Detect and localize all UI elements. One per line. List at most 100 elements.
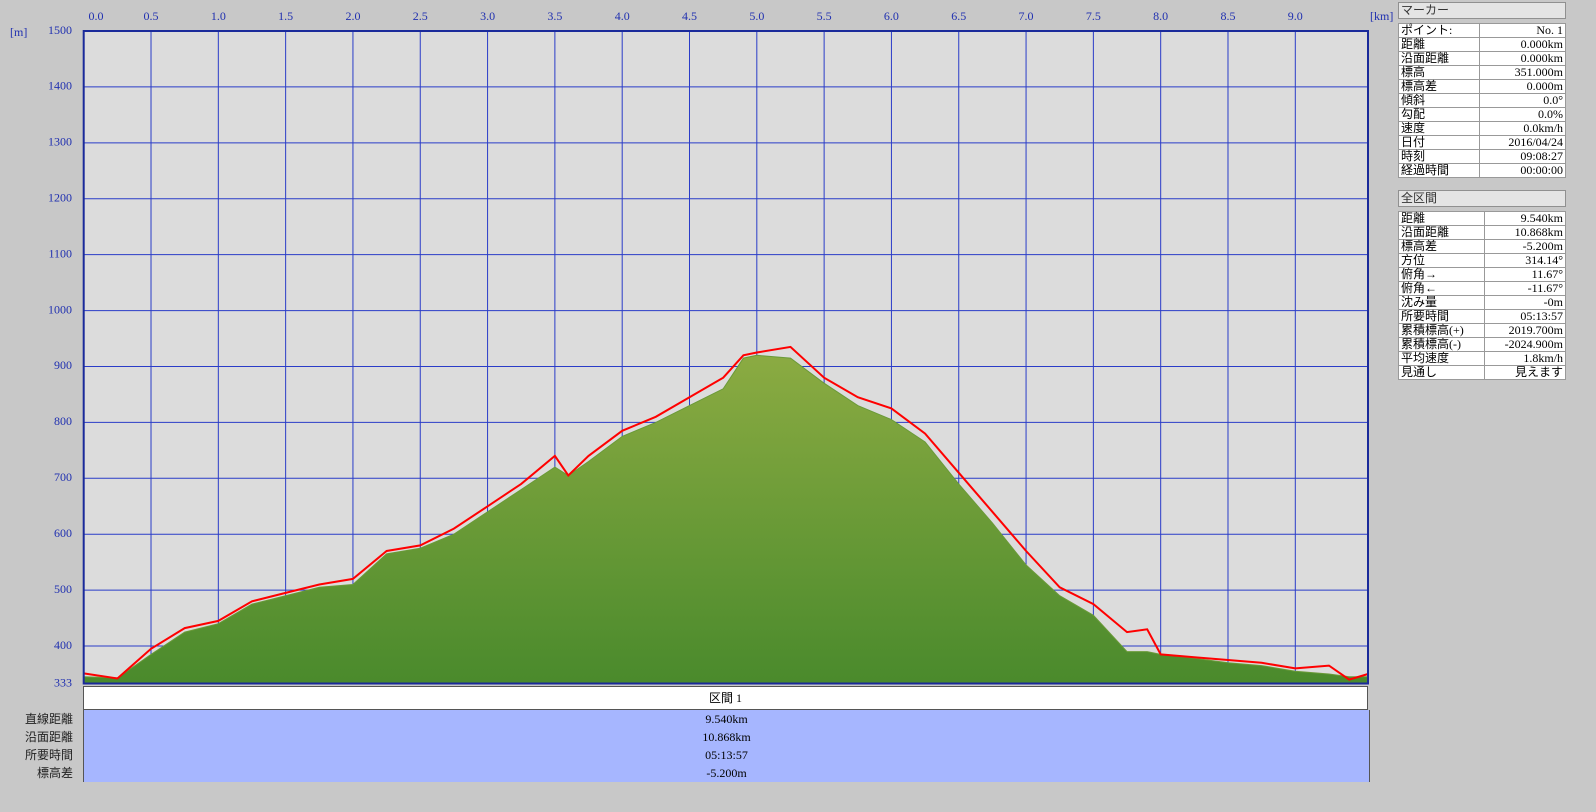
- section-value: -5.200m: [83, 764, 1370, 782]
- marker-table: ポイント: No. 1 距離 0.000km 沿面距離 0.000km 標高 351.000m…: [1397, 23, 1566, 178]
- info-value: 05:13:57: [1484, 309, 1566, 324]
- info-row: 標高差 -5.200m: [1397, 239, 1566, 254]
- info-value: 1.8km/h: [1484, 351, 1566, 366]
- x-tick-label: 7.0: [1019, 9, 1034, 23]
- info-row: 方位 314.14°: [1397, 253, 1566, 268]
- y-tick-label: 1400: [48, 79, 72, 93]
- info-label: 累積標高(-): [1397, 337, 1486, 352]
- x-tick-label: 1.5: [278, 9, 293, 23]
- x-tick-label: 9.0: [1288, 9, 1303, 23]
- y-tick-label: 900: [54, 358, 72, 372]
- y-tick-label: 1500: [48, 23, 72, 37]
- info-value: -2024.900m: [1484, 337, 1566, 352]
- info-value: 0.0%: [1479, 107, 1566, 122]
- info-label: 標高差: [1397, 79, 1481, 94]
- info-row: 速度 0.0km/h: [1397, 121, 1566, 136]
- panel-title: マーカー: [1398, 2, 1566, 19]
- x-tick-label: 4.0: [615, 9, 630, 23]
- section-header: 区間 1: [83, 686, 1368, 710]
- section-label: 標高差: [36, 766, 73, 780]
- info-label: 日付: [1397, 135, 1481, 150]
- info-value: 0.000km: [1479, 37, 1566, 52]
- x-tick-label: 3.5: [547, 9, 562, 23]
- y-tick-label: 1300: [48, 135, 72, 149]
- y-tick-label: 800: [54, 414, 72, 428]
- info-row: 勾配 0.0%: [1397, 107, 1566, 122]
- info-label: 累積標高(+): [1397, 323, 1486, 338]
- info-value: -0m: [1484, 295, 1566, 310]
- info-row: 標高 351.000m: [1397, 65, 1566, 80]
- info-value: -5.200m: [1484, 239, 1566, 254]
- y-tick-label: 1100: [48, 246, 72, 260]
- info-value: 9.540km: [1484, 211, 1566, 226]
- info-row: 俯角← -11.67°: [1397, 281, 1566, 296]
- info-label: 速度: [1397, 121, 1481, 136]
- x-tick-label: 8.5: [1220, 9, 1235, 23]
- info-value: 0.000m: [1479, 79, 1566, 94]
- info-row: 累積標高(+) 2019.700m: [1397, 323, 1566, 338]
- section-row: 標高差 -5.200m: [0, 764, 1370, 782]
- y-tick-label: 700: [54, 470, 72, 484]
- info-row: 所要時間 05:13:57: [1397, 309, 1566, 324]
- info-label: 沿面距離: [1397, 51, 1481, 66]
- x-tick-label: 2.5: [413, 9, 428, 23]
- info-value: 0.0°: [1479, 93, 1566, 108]
- total-table: 距離 9.540km 沿面距離 10.868km 標高差 -5.200m 方位 314.14°…: [1397, 211, 1566, 380]
- info-label: 標高: [1397, 65, 1481, 80]
- info-value: 0.000km: [1479, 51, 1566, 66]
- info-value: 11.67°: [1484, 267, 1566, 282]
- plot-frame: [82, 30, 1370, 685]
- info-label: 距離: [1397, 211, 1486, 226]
- info-value: 09:08:27: [1479, 149, 1566, 164]
- info-row: 標高差 0.000m: [1397, 79, 1566, 94]
- chart: [m] [km] 333 400 500 600 700 800 900 1000 1100 12…: [10, 9, 1393, 690]
- info-row: 平均速度 1.8km/h: [1397, 351, 1566, 366]
- section-label: 直線距離: [24, 712, 73, 726]
- info-value: 2016/04/24: [1479, 135, 1566, 150]
- x-tick-label: 0.0: [89, 9, 104, 23]
- info-row: 沿面距離 10.868km: [1397, 225, 1566, 240]
- elevation-line: [83, 345, 1369, 681]
- x-tick-label: 0.5: [144, 9, 159, 23]
- x-tick-label: 7.5: [1086, 9, 1101, 23]
- section-value: 05:13:57: [83, 746, 1370, 764]
- panel-title: 全区間: [1398, 190, 1566, 207]
- info-value: -11.67°: [1484, 281, 1566, 296]
- info-label: 俯角→: [1397, 267, 1486, 282]
- y-tick-label: 400: [54, 638, 72, 652]
- y-axis-label: [m]: [10, 25, 27, 39]
- info-label: 所要時間: [1397, 309, 1486, 324]
- y-tick-label: 600: [54, 526, 72, 540]
- info-value: 10.868km: [1484, 225, 1566, 240]
- section-value: 9.540km: [83, 710, 1370, 728]
- section-row: 沿面距離 10.868km: [0, 728, 1370, 746]
- info-label: 標高差: [1397, 239, 1486, 254]
- x-tick-label: 6.0: [884, 9, 899, 23]
- info-label: 見通し: [1397, 365, 1486, 380]
- total-panel: 全区間 距離 9.540km 沿面距離 10.868km 標高差 -5.200m 方位 314…: [1397, 190, 1566, 380]
- x-tick-label: 8.0: [1153, 9, 1168, 23]
- x-tick-label: 5.0: [749, 9, 764, 23]
- info-value: 見えます: [1484, 365, 1566, 380]
- info-label: 沿面距離: [1397, 225, 1486, 240]
- info-value: 00:00:00: [1479, 163, 1566, 178]
- info-row: 見通し 見えます: [1397, 365, 1566, 380]
- x-tick-label: 6.5: [951, 9, 966, 23]
- section-row: 所要時間 05:13:57: [0, 746, 1370, 764]
- y-tick-label: 1000: [48, 302, 72, 316]
- marker-panel: マーカー ポイント: No. 1 距離 0.000km 沿面距離 0.000km 標高 351…: [1397, 2, 1566, 178]
- x-tick-label: 5.5: [817, 9, 832, 23]
- info-row: 経過時間 00:00:00: [1397, 163, 1566, 178]
- info-row: 俯角→ 11.67°: [1397, 267, 1566, 282]
- info-row: 日付 2016/04/24: [1397, 135, 1566, 150]
- info-label: 沈み量: [1397, 295, 1486, 310]
- info-label: 平均速度: [1397, 351, 1486, 366]
- y-tick-label: 500: [54, 582, 72, 596]
- info-label: 経過時間: [1397, 163, 1481, 178]
- info-value: 2019.700m: [1484, 323, 1566, 338]
- section-label: 所要時間: [24, 748, 73, 762]
- info-label: 距離: [1397, 37, 1481, 52]
- x-tick-label: 3.0: [480, 9, 495, 23]
- info-label: 俯角←: [1397, 281, 1486, 296]
- info-label: 勾配: [1397, 107, 1481, 122]
